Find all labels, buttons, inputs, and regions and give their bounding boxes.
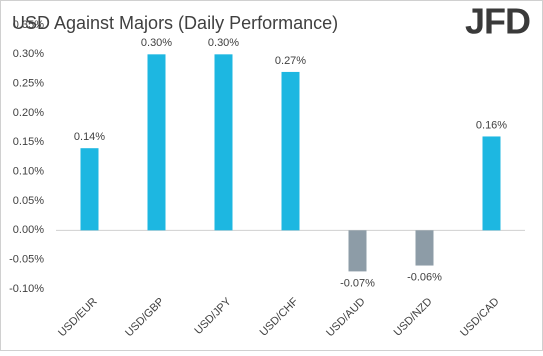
bar: [348, 230, 367, 272]
y-tick-label: -0.05%: [9, 254, 44, 266]
y-tick-label: 0.35%: [13, 19, 44, 31]
y-tick-label: 0.15%: [13, 136, 44, 148]
value-label: 0.30%: [141, 37, 172, 49]
value-label: -0.07%: [340, 277, 375, 289]
value-label: 0.27%: [275, 55, 306, 67]
bar: [281, 71, 300, 231]
y-tick-label: 0.10%: [13, 166, 44, 178]
bar: [80, 148, 99, 231]
y-tick-label: -0.10%: [9, 283, 44, 295]
logo: JFD: [465, 1, 530, 42]
y-tick-label: 0.05%: [13, 195, 44, 207]
value-label: 0.30%: [208, 37, 239, 49]
value-label: -0.06%: [407, 271, 442, 283]
value-label: 0.16%: [476, 119, 507, 131]
y-tick-label: 0.30%: [13, 48, 44, 60]
bar: [415, 230, 434, 266]
chart-title: USD Against Majors (Daily Performance): [12, 13, 338, 33]
bar: [214, 54, 233, 231]
bar: [147, 54, 166, 231]
bar: [482, 136, 501, 231]
value-label: 0.14%: [74, 131, 105, 143]
y-tick-label: 0.00%: [13, 224, 44, 236]
y-tick-label: 0.25%: [13, 78, 44, 90]
y-tick-label: 0.20%: [13, 107, 44, 119]
